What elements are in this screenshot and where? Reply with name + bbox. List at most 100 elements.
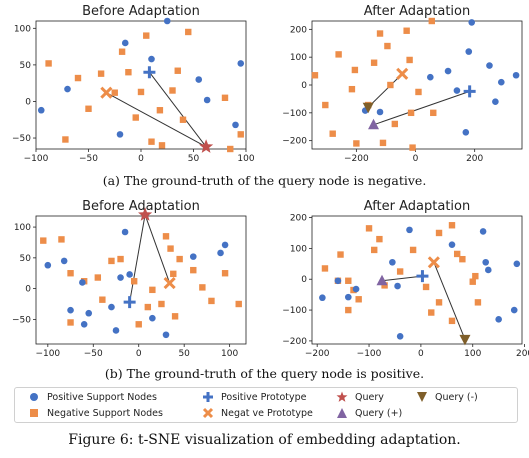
positive-support-point xyxy=(232,121,239,129)
negative-support-point xyxy=(415,88,422,96)
negative-support-point xyxy=(387,81,394,89)
query-connector-line xyxy=(433,262,466,340)
negative-support-point xyxy=(118,48,126,55)
positive-support-point xyxy=(479,228,487,235)
negative-support-point xyxy=(132,114,139,121)
x-tick-label: −50 xyxy=(84,349,103,359)
negative-support-point xyxy=(221,94,229,101)
x-tick-label: −100 xyxy=(35,349,60,359)
negative-support-point xyxy=(235,300,242,308)
negative-support-point xyxy=(370,59,378,66)
circle-marker-icon xyxy=(30,393,38,401)
y-tick-label: 100 xyxy=(14,223,31,233)
negative-support-point xyxy=(149,286,156,294)
negative-support-point xyxy=(337,251,344,258)
negative-support-point xyxy=(329,130,336,137)
query-plus-marker xyxy=(376,274,388,286)
negative-support-point xyxy=(158,142,166,149)
star-marker-icon xyxy=(336,391,348,402)
negative-support-point xyxy=(237,131,244,138)
negative-support-point xyxy=(428,17,435,25)
positive-support-point xyxy=(482,258,490,266)
negative-support-point xyxy=(169,87,176,94)
positive-support-point xyxy=(444,67,452,75)
negative-support-point xyxy=(348,85,356,93)
positive-support-point xyxy=(319,294,326,302)
negative-support-point xyxy=(227,145,234,153)
legend-label: Negat ve Prototype xyxy=(221,407,313,419)
positive-support-point xyxy=(334,277,342,285)
negative-support-point xyxy=(67,319,74,326)
negative-support-point xyxy=(167,245,174,252)
negative-support-point xyxy=(143,32,150,39)
y-tick-label: −200 xyxy=(282,337,307,347)
positive-support-point xyxy=(497,78,505,86)
x-tick-label: 100 xyxy=(464,349,481,359)
query-connector-line xyxy=(144,214,171,284)
negative-support-point xyxy=(144,303,152,311)
legend-label: Query (+) xyxy=(355,407,403,419)
negative-support-point xyxy=(335,51,342,58)
positive-support-point xyxy=(406,226,413,234)
positive-support-point xyxy=(44,261,52,269)
x-tick-label: −100 xyxy=(357,349,382,359)
negative-support-point xyxy=(125,69,132,76)
query-connector-line xyxy=(381,275,423,282)
positive-support-point xyxy=(195,76,203,83)
negative-support-point xyxy=(97,70,105,77)
negative-support-point xyxy=(137,88,145,96)
positive-support-point xyxy=(116,131,124,138)
negative-support-point xyxy=(190,266,197,274)
negative-support-point xyxy=(174,67,181,74)
negative-support-point xyxy=(158,300,165,308)
positive-support-point xyxy=(510,306,518,314)
legend-label: Query (-) xyxy=(435,391,478,403)
negative-support-point xyxy=(371,246,378,254)
positive-support-point xyxy=(121,39,129,47)
positive-support-point xyxy=(237,60,245,67)
positive-support-point xyxy=(427,73,434,81)
negative-prototype-marker xyxy=(427,256,440,269)
y-tick-label: 50 xyxy=(20,61,32,71)
negative-support-point xyxy=(156,107,164,114)
query-minus-marker xyxy=(459,334,471,346)
positive-support-point xyxy=(37,106,45,114)
positive-prototype-marker xyxy=(123,296,136,309)
negative-support-point xyxy=(428,309,435,316)
panel-b-after: After Adaptation −200 −100 0 100 200 −200 −100 0… xyxy=(282,199,529,359)
positive-support-point xyxy=(492,98,499,105)
legend-item-query-minus: Query (-) xyxy=(415,391,478,403)
legend-item-query: Query xyxy=(335,391,384,403)
y-tick-label: 50 xyxy=(20,254,32,264)
negative-support-point xyxy=(435,299,443,306)
positive-support-point xyxy=(495,316,502,323)
legend-label: Negative Support Nodes xyxy=(47,407,163,419)
y-tick-label: 0 xyxy=(301,275,307,285)
negative-support-point xyxy=(376,235,383,243)
query-connector-line xyxy=(129,214,146,303)
negative-support-point xyxy=(345,306,352,314)
negative-support-point xyxy=(94,274,102,281)
positive-support-point xyxy=(486,62,493,69)
panel-title: After Adaptation xyxy=(364,4,470,19)
x-tick-label: 50 xyxy=(188,154,200,164)
plus-marker-icon xyxy=(203,392,213,402)
caption-a: (a) The ground-truth of the query node i… xyxy=(102,173,427,188)
negative-support-point xyxy=(40,237,47,244)
positive-support-point xyxy=(376,108,384,116)
positive-support-point xyxy=(352,285,360,293)
triangle-up-marker-icon xyxy=(337,408,347,418)
negative-support-point xyxy=(430,109,437,117)
x-tick-label: 0 xyxy=(138,154,144,164)
negative-support-point xyxy=(409,144,416,151)
positive-support-point xyxy=(468,19,476,26)
negative-support-point xyxy=(221,270,229,277)
positive-prototype-marker xyxy=(463,85,476,98)
panel-title: Before Adaptation xyxy=(82,199,200,214)
positive-support-point xyxy=(79,279,86,286)
query-connector-line xyxy=(373,90,470,126)
negative-support-point xyxy=(384,42,391,50)
negative-support-point xyxy=(67,270,74,277)
negative-support-point xyxy=(208,297,215,305)
plot-frame xyxy=(35,20,247,150)
